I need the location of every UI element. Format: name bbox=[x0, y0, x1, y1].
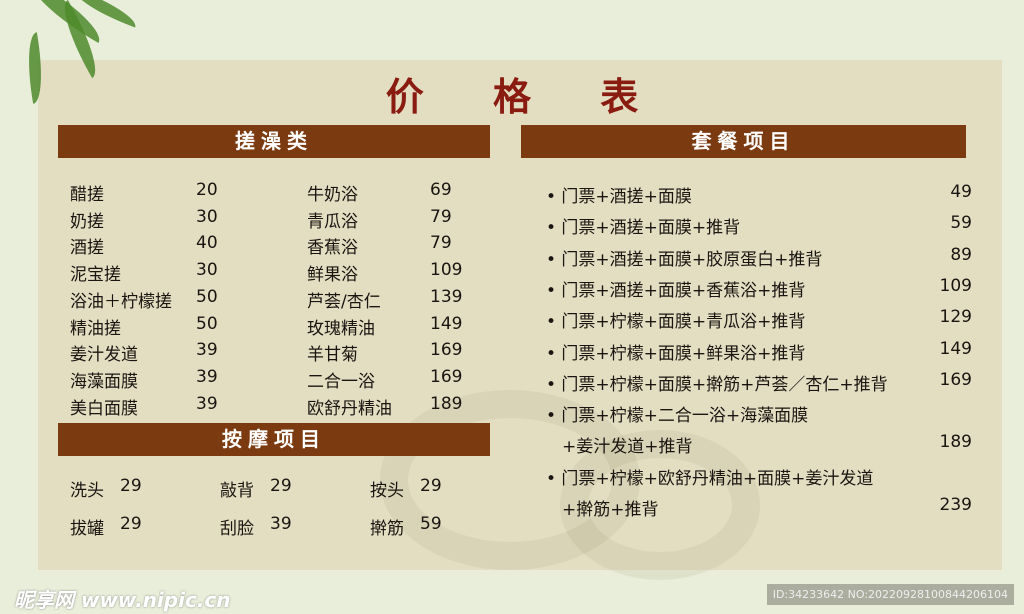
section-header-massage: 按摩项目 bbox=[58, 423, 490, 456]
package-item: • 门票+柠檬+欧舒丹精油+面膜+姜汁发道 bbox=[546, 468, 874, 489]
item-price: 39 bbox=[196, 393, 218, 414]
massage-name: 洗头 bbox=[70, 481, 104, 501]
massage-name: 按头 bbox=[370, 481, 404, 501]
package-item: • 门票+柠檬+二合一浴+海藻面膜 bbox=[546, 406, 809, 427]
item-name: 牛奶浴 bbox=[307, 185, 358, 205]
item-price: 39 bbox=[196, 340, 218, 361]
item-name: 美白面膜 bbox=[70, 398, 138, 419]
item-name: 泥宝搓 bbox=[70, 265, 121, 286]
item-price: 109 bbox=[430, 260, 463, 281]
package-item: • 门票+柠檬+面膜+青瓜浴+推背 bbox=[546, 312, 806, 333]
item-name: 羊甘菊 bbox=[307, 345, 358, 366]
item-name: 醋搓 bbox=[70, 185, 104, 205]
item-price: 39 bbox=[196, 366, 218, 387]
package-price: 149 bbox=[939, 338, 972, 359]
item-price: 50 bbox=[196, 313, 218, 334]
item-price: 20 bbox=[196, 180, 218, 200]
item-price: 149 bbox=[430, 313, 463, 334]
massage-price: 29 bbox=[120, 514, 142, 534]
package-item: • 门票+酒搓+面膜+推背 bbox=[546, 218, 741, 239]
item-price: 189 bbox=[430, 393, 463, 414]
massage-price: 29 bbox=[420, 476, 442, 496]
package-price: 169 bbox=[939, 369, 972, 390]
massage-price: 59 bbox=[420, 514, 442, 534]
package-item: • 门票+柠檬+面膜+擀筋+芦荟／杏仁+推背 bbox=[546, 374, 888, 395]
page-title: 价 格 表 bbox=[385, 75, 667, 119]
package-item: • 门票+柠檬+面膜+鲜果浴+推背 bbox=[546, 343, 806, 364]
package-price: 49 bbox=[950, 182, 972, 202]
item-price: 79 bbox=[430, 206, 452, 227]
item-name: 二合一浴 bbox=[307, 371, 375, 392]
image-id-label: ID:34233642 NO:20220928100844206104 bbox=[766, 584, 1014, 605]
item-name: 鲜果浴 bbox=[307, 265, 358, 286]
package-price: 109 bbox=[939, 275, 972, 296]
item-price: 69 bbox=[430, 180, 452, 200]
item-price: 30 bbox=[196, 260, 218, 281]
package-price: 89 bbox=[950, 244, 972, 265]
section-header-packages: 套餐项目 bbox=[521, 125, 966, 158]
item-name: 玫瑰精油 bbox=[307, 318, 375, 339]
massage-price: 29 bbox=[120, 476, 142, 496]
item-price: 139 bbox=[430, 286, 463, 307]
item-name: 奶搓 bbox=[70, 211, 104, 232]
watermark-logo: 昵享网 www.nipic.cn bbox=[14, 588, 231, 612]
item-price: 40 bbox=[196, 233, 218, 254]
section-header-scrub: 搓澡类 bbox=[58, 125, 490, 158]
package-item-cont: +姜汁发道+推背 bbox=[562, 437, 693, 458]
item-price: 169 bbox=[430, 366, 463, 387]
item-price: 169 bbox=[430, 340, 463, 361]
package-price: 129 bbox=[939, 307, 972, 328]
package-item: • 门票+酒搓+面膜+香蕉浴+推背 bbox=[546, 280, 806, 301]
massage-price: 39 bbox=[270, 514, 292, 534]
item-name: 姜汁发道 bbox=[70, 345, 138, 366]
massage-name: 刮脸 bbox=[220, 519, 254, 539]
package-price: 59 bbox=[950, 213, 972, 234]
item-price: 79 bbox=[430, 233, 452, 254]
item-price: 30 bbox=[196, 206, 218, 227]
item-name: 欧舒丹精油 bbox=[307, 398, 392, 419]
massage-name: 擀筋 bbox=[370, 519, 404, 539]
item-price: 50 bbox=[196, 286, 218, 307]
massage-price: 29 bbox=[270, 476, 292, 496]
item-name: 酒搓 bbox=[70, 238, 104, 259]
package-item: • 门票+酒搓+面膜 bbox=[546, 187, 692, 207]
item-name: 香蕉浴 bbox=[307, 238, 358, 259]
package-item: • 门票+酒搓+面膜+胶原蛋白+推背 bbox=[546, 249, 823, 270]
item-name: 青瓜浴 bbox=[307, 211, 358, 232]
package-item-cont: +擀筋+推背 bbox=[562, 500, 659, 520]
item-name: 海藻面膜 bbox=[70, 371, 138, 392]
item-name: 精油搓 bbox=[70, 318, 121, 339]
massage-name: 敲背 bbox=[220, 481, 254, 501]
package-price: 239 bbox=[939, 495, 972, 515]
item-name: 芦荟/杏仁 bbox=[307, 291, 381, 312]
massage-name: 拔罐 bbox=[70, 519, 104, 539]
item-name: 浴油＋柠檬搓 bbox=[70, 291, 172, 312]
package-price: 189 bbox=[939, 432, 972, 453]
